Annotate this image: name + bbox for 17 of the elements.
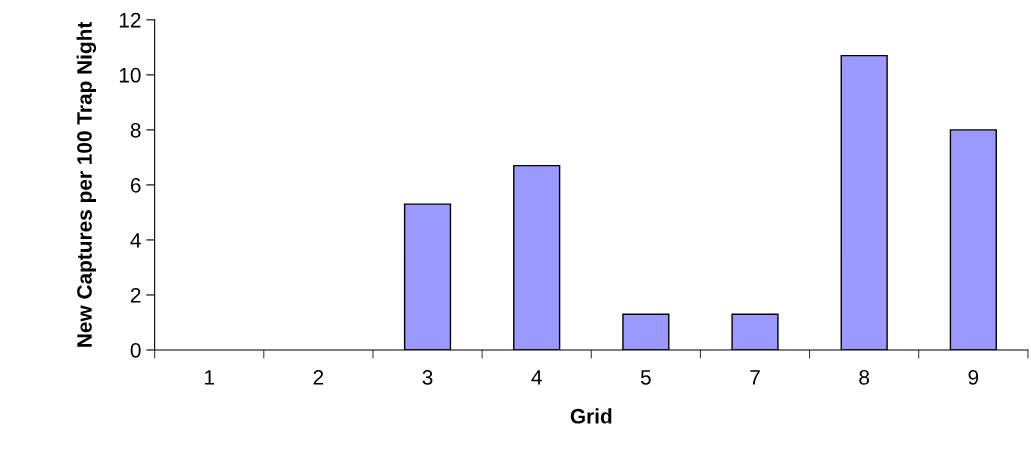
y-tick-label: 2 bbox=[130, 287, 141, 303]
x-tick-label: 5 bbox=[640, 370, 651, 385]
x-tick-label: 4 bbox=[531, 370, 542, 385]
y-tick-label: 0 bbox=[130, 342, 141, 358]
y-tick-label: 6 bbox=[130, 177, 141, 193]
x-tick-label: 2 bbox=[313, 369, 324, 385]
x-axis-title: Grid bbox=[570, 408, 612, 424]
y-axis-title: New Captures per 100 Trap Night bbox=[76, 21, 97, 347]
y-tick-label: 12 bbox=[119, 12, 141, 28]
x-tick-label: 7 bbox=[750, 370, 760, 385]
x-tick-label: 9 bbox=[968, 369, 979, 385]
x-tick-label: 3 bbox=[422, 369, 433, 385]
y-tick-label: 10 bbox=[119, 67, 141, 83]
y-tick-label: 8 bbox=[130, 122, 141, 138]
x-tick-label: 8 bbox=[859, 369, 870, 385]
y-tick-label: 4 bbox=[130, 233, 141, 248]
x-tick-label: 1 bbox=[205, 370, 215, 385]
